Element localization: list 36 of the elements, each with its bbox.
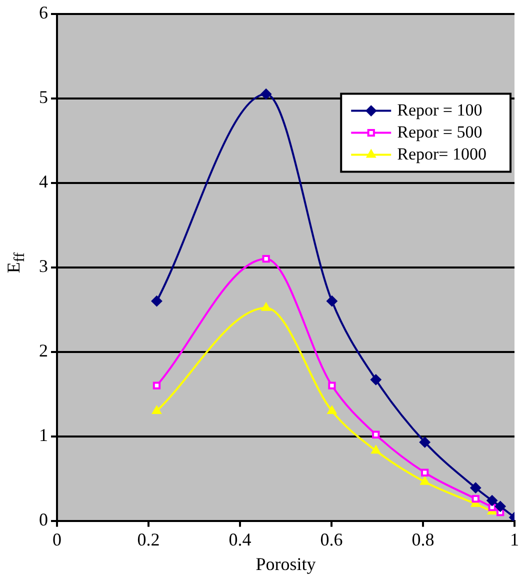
- point: [261, 302, 271, 311]
- point: [327, 405, 337, 414]
- point: [152, 405, 162, 414]
- point: [419, 436, 430, 448]
- point: [326, 296, 338, 307]
- point: [152, 382, 161, 390]
- y-tick-label: 3: [39, 256, 48, 276]
- point: [470, 482, 482, 494]
- x-tick-label: 0.2: [137, 529, 160, 550]
- point: [328, 382, 336, 390]
- y-tick-label: 1: [39, 425, 48, 446]
- point: [472, 495, 480, 503]
- point: [371, 445, 381, 454]
- x-tick-label: 0.6: [320, 529, 343, 550]
- x-tick-label: 0: [52, 529, 62, 550]
- point: [494, 500, 506, 512]
- point: [421, 468, 429, 476]
- y-tick-label: 6: [39, 2, 48, 23]
- point: [262, 255, 270, 263]
- x-tick-label: 1: [510, 529, 519, 550]
- legend-label: Repor = 100: [397, 100, 482, 120]
- y-tick-label: 2: [39, 340, 48, 361]
- point: [370, 374, 382, 386]
- point: [372, 430, 380, 438]
- legend-label: Repor = 500: [397, 122, 482, 142]
- x-tick-label: 0.4: [228, 529, 252, 550]
- y-tick-label: 5: [39, 87, 48, 108]
- x-axis-title: Porosity: [256, 554, 316, 574]
- legend-label: Repor= 1000: [397, 144, 487, 164]
- point: [486, 495, 498, 506]
- x-tick-label: 0.8: [412, 529, 434, 550]
- point: [260, 88, 272, 100]
- point: [151, 296, 162, 307]
- y-tick-label: 0: [39, 510, 48, 530]
- point: [420, 476, 430, 485]
- y-tick-label: 4: [39, 172, 48, 192]
